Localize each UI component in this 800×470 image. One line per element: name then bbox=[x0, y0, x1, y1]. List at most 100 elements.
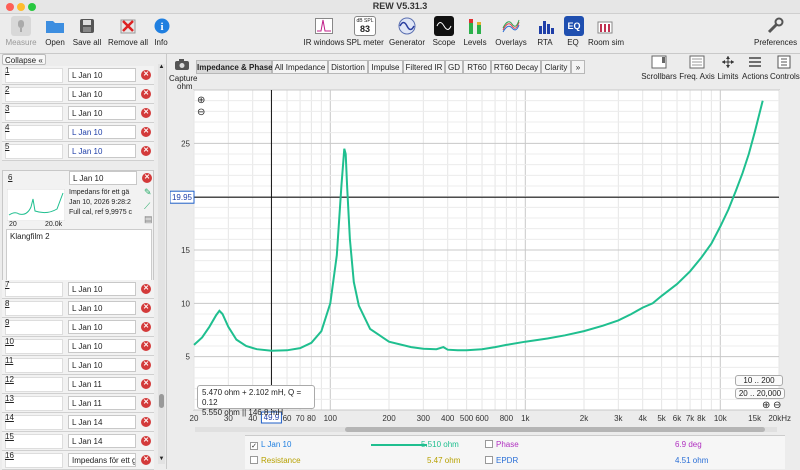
delete-measurement-icon[interactable]: ✕ bbox=[141, 146, 151, 156]
tab-impedance-phase[interactable]: Impedance & Phase bbox=[196, 60, 273, 74]
measurement-row[interactable]: 1 L Jan 10 ✕ bbox=[2, 66, 154, 85]
delete-measurement-icon[interactable]: ✕ bbox=[141, 284, 151, 294]
plot-zoom-in-icon[interactable]: ⊕ bbox=[762, 400, 771, 411]
series-checkbox[interactable]: ✓ bbox=[250, 442, 258, 450]
measurement-name-field[interactable]: L Jan 10 bbox=[68, 301, 136, 315]
levels-button[interactable]: Levels bbox=[463, 16, 487, 52]
plot-zoom-out-icon[interactable]: ⊖ bbox=[773, 400, 782, 411]
rta-button[interactable]: RTA bbox=[536, 16, 554, 52]
resistance-checkbox[interactable] bbox=[250, 456, 258, 464]
tab-gd[interactable]: GD bbox=[445, 60, 463, 74]
delete-measurement-icon[interactable]: ✕ bbox=[141, 89, 151, 99]
scope-button[interactable]: Scope bbox=[432, 16, 456, 52]
scroll-thumb[interactable] bbox=[159, 394, 164, 408]
open-button[interactable]: Open bbox=[42, 16, 68, 52]
delete-measurement-icon[interactable]: ✕ bbox=[141, 417, 151, 427]
document-icon[interactable]: ▤ bbox=[144, 214, 153, 224]
legend-series-row[interactable]: ✓ L Jan 10 bbox=[250, 440, 291, 450]
measurement-row[interactable]: 15 L Jan 14 ✕ bbox=[2, 432, 154, 451]
tab-clarity[interactable]: Clarity bbox=[541, 60, 571, 74]
actions-button[interactable]: Actions bbox=[742, 54, 768, 90]
preferences-button[interactable]: Preferences bbox=[754, 16, 797, 52]
legend-phase-row[interactable]: Phase bbox=[485, 440, 519, 449]
edit-icon[interactable]: ✎ bbox=[144, 187, 152, 197]
zoom-window-button[interactable] bbox=[28, 3, 36, 11]
impedance-chart[interactable]: 5101520252030405060708010020030040050060… bbox=[170, 88, 800, 433]
generator-button[interactable]: Generator bbox=[389, 16, 425, 52]
pencil-icon[interactable]: ⟋ bbox=[144, 201, 151, 211]
plot-horizontal-scrollbar[interactable] bbox=[195, 427, 777, 432]
epdr-checkbox[interactable] bbox=[485, 456, 493, 464]
measurement-name-field[interactable]: L Jan 10 bbox=[68, 87, 136, 101]
tab-distortion[interactable]: Distortion bbox=[328, 60, 368, 74]
delete-measurement-icon[interactable]: ✕ bbox=[141, 108, 151, 118]
measurement-row[interactable]: 13 L Jan 11 ✕ bbox=[2, 394, 154, 413]
ir-windows-button[interactable]: IR windows bbox=[303, 16, 345, 52]
collapse-button[interactable]: Collapse « bbox=[2, 54, 46, 65]
delete-measurement-icon[interactable]: ✕ bbox=[141, 455, 151, 465]
measurement-name-field[interactable]: Impedans för ett gä bbox=[68, 453, 136, 467]
range-10-200-button[interactable]: 10 .. 200 bbox=[735, 375, 783, 386]
measurement-name-field[interactable]: L Jan 11 bbox=[68, 396, 136, 410]
measurement-name-field[interactable]: L Jan 10 bbox=[68, 339, 136, 353]
remove-all-button[interactable]: Remove all bbox=[106, 16, 150, 52]
tab-filtered-ir[interactable]: Filtered IR bbox=[403, 60, 445, 74]
measurement-name-field[interactable]: L Jan 10 bbox=[69, 171, 137, 185]
legend-resistance-row[interactable]: Resistance bbox=[250, 456, 301, 465]
delete-measurement-icon[interactable]: ✕ bbox=[141, 379, 151, 389]
measurement-row[interactable]: 16 Impedans för ett gä ✕ bbox=[2, 451, 154, 470]
delete-measurement-icon[interactable]: ✕ bbox=[142, 173, 152, 183]
measurement-name-field[interactable]: L Jan 10 bbox=[68, 282, 136, 296]
measurement-name-field[interactable]: L Jan 10 bbox=[68, 144, 136, 158]
measurement-row[interactable]: 3 L Jan 10 ✕ bbox=[2, 104, 154, 123]
range-20-20000-button[interactable]: 20 .. 20,000 bbox=[735, 388, 785, 399]
overlays-button[interactable]: Overlays bbox=[495, 16, 527, 52]
capture-button[interactable]: Capture bbox=[169, 56, 197, 92]
minimize-window-button[interactable] bbox=[17, 3, 25, 11]
scroll-down-icon[interactable]: ▼ bbox=[158, 456, 165, 462]
close-window-button[interactable] bbox=[6, 3, 14, 11]
measurement-name-field[interactable]: L Jan 11 bbox=[68, 377, 136, 391]
eq-button[interactable]: EQ EQ bbox=[564, 16, 584, 52]
legend-epdr-row[interactable]: EPDR bbox=[485, 456, 518, 465]
measurement-name-field[interactable]: L Jan 10 bbox=[68, 125, 136, 139]
measurement-row[interactable]: 10 L Jan 10 ✕ bbox=[2, 337, 154, 356]
measurement-scrollbar[interactable]: ▲ ▼ bbox=[158, 64, 165, 464]
tabs-more-button[interactable]: » bbox=[571, 60, 585, 74]
measurement-name-field[interactable]: L Jan 10 bbox=[68, 106, 136, 120]
measurement-name-field[interactable]: L Jan 14 bbox=[68, 434, 136, 448]
delete-measurement-icon[interactable]: ✕ bbox=[141, 127, 151, 137]
info-button[interactable]: i Info bbox=[152, 16, 170, 52]
measurement-row[interactable]: 5 L Jan 10 ✕ bbox=[2, 142, 154, 161]
zoom-in-icon[interactable]: ⊕ bbox=[197, 95, 206, 106]
room-sim-button[interactable]: Room sim bbox=[588, 16, 624, 52]
save-all-button[interactable]: Save all bbox=[72, 16, 102, 52]
spl-meter-button[interactable]: dB SPL 83 SPL meter bbox=[346, 16, 384, 52]
measurement-row[interactable]: 9 L Jan 10 ✕ bbox=[2, 318, 154, 337]
measure-button[interactable]: Measure bbox=[4, 16, 38, 52]
measurement-row[interactable]: 7 L Jan 10 ✕ bbox=[2, 280, 154, 299]
measurement-row[interactable]: 11 L Jan 10 ✕ bbox=[2, 356, 154, 375]
measurement-name-field[interactable]: L Jan 10 bbox=[68, 68, 136, 82]
delete-measurement-icon[interactable]: ✕ bbox=[141, 341, 151, 351]
tab-rt60-decay[interactable]: RT60 Decay bbox=[491, 60, 541, 74]
controls-button[interactable]: Controls bbox=[770, 54, 800, 90]
measurement-row[interactable]: 4 L Jan 10 ✕ bbox=[2, 123, 154, 142]
tab-rt60[interactable]: RT60 bbox=[463, 60, 491, 74]
measurement-name-field[interactable]: L Jan 10 bbox=[68, 320, 136, 334]
measurement-row[interactable]: 14 L Jan 14 ✕ bbox=[2, 413, 154, 432]
phase-checkbox[interactable] bbox=[485, 440, 493, 448]
freq-axis-button[interactable]: Freq. Axis bbox=[679, 54, 715, 90]
measurement-expanded[interactable]: 6 L Jan 10 ✕ 20 20.0k Impedans för ett g… bbox=[2, 170, 154, 317]
tab-all-impedance[interactable]: All Impedance bbox=[272, 60, 328, 74]
delete-measurement-icon[interactable]: ✕ bbox=[141, 322, 151, 332]
tab-impulse[interactable]: Impulse bbox=[368, 60, 403, 74]
measurement-name-field[interactable]: L Jan 10 bbox=[68, 358, 136, 372]
delete-measurement-icon[interactable]: ✕ bbox=[141, 360, 151, 370]
delete-measurement-icon[interactable]: ✕ bbox=[141, 398, 151, 408]
limits-button[interactable]: Limits bbox=[716, 54, 740, 90]
scrollbars-button[interactable]: Scrollbars bbox=[641, 54, 677, 90]
measurement-row[interactable]: 12 L Jan 11 ✕ bbox=[2, 375, 154, 394]
delete-measurement-icon[interactable]: ✕ bbox=[141, 303, 151, 313]
measurement-name-field[interactable]: L Jan 14 bbox=[68, 415, 136, 429]
